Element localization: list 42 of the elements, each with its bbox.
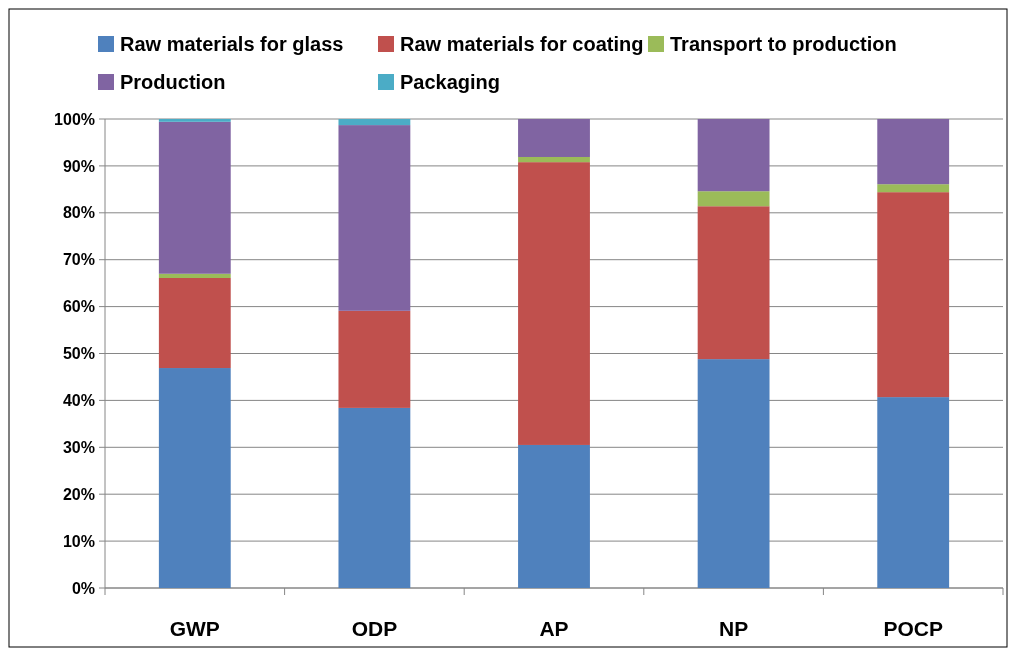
legend-label: Packaging <box>400 71 501 93</box>
x-tick-label: POCP <box>883 617 943 640</box>
legend-label: Production <box>120 71 226 93</box>
bar <box>877 184 950 193</box>
y-tick-label: 10% <box>62 532 95 550</box>
x-tick-label: GWP <box>169 617 220 640</box>
bar <box>518 119 590 157</box>
y-tick-label: 60% <box>62 298 95 316</box>
bar <box>697 206 770 360</box>
bar <box>158 121 231 274</box>
y-tick-label: 90% <box>62 157 95 175</box>
bar <box>877 397 950 588</box>
bar <box>877 192 950 398</box>
bar <box>697 119 770 192</box>
bar <box>518 162 590 445</box>
bar <box>697 359 770 588</box>
bar <box>518 156 590 163</box>
x-tick-label: AP <box>539 617 569 640</box>
y-tick-label: 70% <box>62 251 95 269</box>
bar <box>697 191 770 207</box>
x-tick-label: NP <box>719 617 749 640</box>
bar <box>338 119 411 126</box>
bar <box>338 310 411 408</box>
bar <box>338 125 411 311</box>
bar <box>158 119 231 122</box>
legend-label: Transport to production <box>670 33 897 55</box>
bar <box>158 368 231 588</box>
x-tick-label: ODP <box>351 617 398 640</box>
bar <box>338 407 411 588</box>
y-tick-label: 50% <box>62 345 95 363</box>
y-tick-label: 20% <box>62 485 95 503</box>
y-tick-label: 100% <box>54 110 95 128</box>
y-tick-label: 0% <box>71 579 95 597</box>
legend-label: Raw materials for glass <box>120 33 344 55</box>
bar <box>158 277 231 369</box>
bar <box>518 444 590 588</box>
bar <box>877 119 950 185</box>
y-tick-label: 80% <box>62 204 95 222</box>
legend-label: Raw materials for coating <box>400 33 644 55</box>
bar <box>158 273 231 278</box>
y-tick-label: 40% <box>62 392 95 409</box>
y-tick-label: 30% <box>62 438 95 456</box>
